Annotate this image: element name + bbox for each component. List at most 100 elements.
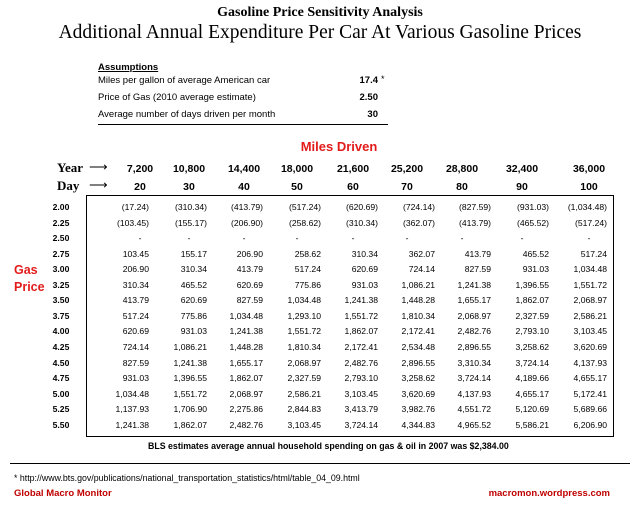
table-cell: -: [460, 233, 464, 244]
table-cell: 4,655.17: [515, 388, 549, 399]
table-cell: 620.69: [351, 264, 378, 275]
table-cell: 931.03: [180, 326, 207, 337]
table-cell: 310.34: [351, 248, 378, 259]
table-cell: 1,706.90: [173, 404, 207, 415]
table-cell: -: [520, 233, 524, 244]
table-cell: 517.24: [122, 310, 149, 321]
day-header-cell: 90: [516, 181, 528, 193]
day-header-cell: 20: [134, 181, 146, 193]
assumption-row-mpg: Miles per gallon of average American car…: [98, 74, 388, 90]
price-row-label: 4.50: [52, 357, 70, 368]
table-cell: 1,862.07: [515, 295, 549, 306]
table-cell: 3,620.69: [401, 388, 435, 399]
sensitivity-table-frame: [86, 195, 614, 437]
year-header-cell: 21,600: [336, 163, 370, 175]
table-cell: 2,793.10: [344, 373, 378, 384]
table-cell: 5,172.41: [573, 388, 607, 399]
price-row-label: 3.25: [52, 279, 70, 290]
table-cell: 620.69: [122, 326, 149, 337]
table-cell: (310.34): [345, 217, 378, 228]
table-cell: 1,034.48: [229, 310, 263, 321]
table-cell: 1,448.28: [229, 341, 263, 352]
table-cell: 5,689.66: [573, 404, 607, 415]
table-cell: -: [587, 233, 591, 244]
table-cell: 724.14: [122, 341, 149, 352]
table-cell: 362.07: [408, 248, 435, 259]
table-cell: 5,586.21: [515, 419, 549, 430]
footer-site: macromon.wordpress.com: [488, 488, 610, 499]
table-cell: 1,655.17: [229, 357, 263, 368]
table-cell: (310.34): [174, 202, 207, 212]
table-cell: 1,396.55: [173, 373, 207, 384]
price-row-label: 5.50: [52, 419, 70, 430]
table-cell: 4,655.17: [573, 373, 607, 384]
table-cell: 931.03: [122, 373, 149, 384]
table-cell: (517.24): [574, 217, 607, 228]
table-cell: 3,620.69: [573, 341, 607, 352]
miles-driven-label: Miles Driven: [300, 139, 378, 154]
table-cell: 465.52: [522, 248, 549, 259]
table-cell: 2,327.59: [287, 373, 321, 384]
table-cell: -: [138, 233, 142, 244]
price-row-label: 5.00: [52, 388, 70, 399]
table-cell: 4,137.93: [457, 388, 491, 399]
assumptions-underline: [98, 124, 388, 125]
source-citation: * http://www.bts.gov/publications/nation…: [14, 473, 360, 483]
year-header-cell: 32,400: [505, 163, 539, 175]
table-cell: (103.45): [116, 217, 149, 228]
table-cell: 1,862.07: [229, 373, 263, 384]
table-cell: (724.14): [402, 202, 435, 212]
table-cell: 4,965.52: [457, 419, 491, 430]
table-cell: 931.03: [522, 264, 549, 275]
table-cell: 2,068.97: [229, 388, 263, 399]
day-arrow-icon: ⟶: [89, 177, 108, 192]
table-cell: 620.69: [180, 295, 207, 306]
table-cell: 931.03: [351, 279, 378, 290]
table-cell: 2,896.55: [401, 357, 435, 368]
table-cell: (206.90): [230, 217, 263, 228]
table-cell: 827.59: [464, 264, 491, 275]
footer-brand: Global Macro Monitor: [14, 488, 112, 499]
table-cell: 3,258.62: [515, 341, 549, 352]
table-cell: 827.59: [236, 295, 263, 306]
table-cell: -: [295, 233, 299, 244]
table-cell: 4,137.93: [573, 357, 607, 368]
price-row-label: 3.50: [52, 295, 70, 306]
table-cell: 5,120.69: [515, 404, 549, 415]
table-cell: -: [242, 233, 246, 244]
assumption-value: 17.4: [359, 75, 379, 86]
table-cell: (17.24): [121, 202, 149, 212]
table-cell: 1,241.38: [173, 357, 207, 368]
table-cell: 3,258.62: [401, 373, 435, 384]
assumptions-heading: Assumptions: [98, 62, 159, 73]
table-cell: 310.34: [180, 264, 207, 275]
assumption-value: 30: [367, 109, 378, 120]
table-cell: 1,034.48: [287, 295, 321, 306]
assumption-note: *: [381, 74, 385, 84]
table-cell: 1,034.48: [573, 264, 607, 275]
footer-divider: [10, 463, 630, 464]
day-header-cell: 30: [183, 181, 195, 193]
table-cell: (827.59): [458, 202, 491, 212]
table-cell: 3,982.76: [401, 404, 435, 415]
price-row-label: 4.25: [52, 341, 70, 352]
table-cell: (362.07): [402, 217, 435, 228]
day-header-cell: 40: [238, 181, 250, 193]
price-row-label: 2.75: [52, 248, 70, 259]
table-cell: 1,137.93: [115, 404, 149, 415]
gas-price-label: Gas Price: [14, 262, 45, 296]
table-cell: 775.86: [180, 310, 207, 321]
table-cell: 3,310.34: [457, 357, 491, 368]
table-cell: 413.79: [122, 295, 149, 306]
price-row-label: 2.00: [52, 202, 70, 212]
table-cell: -: [405, 233, 409, 244]
table-cell: 1,551.72: [287, 326, 321, 337]
table-cell: 4,189.66: [515, 373, 549, 384]
table-cell: 2,068.97: [287, 357, 321, 368]
table-cell: 2,068.97: [457, 310, 491, 321]
day-header-cell: 80: [456, 181, 468, 193]
table-cell: 1,034.48: [115, 388, 149, 399]
table-cell: 2,172.41: [401, 326, 435, 337]
table-cell: 258.62: [294, 248, 321, 259]
day-label: Day: [57, 178, 80, 193]
